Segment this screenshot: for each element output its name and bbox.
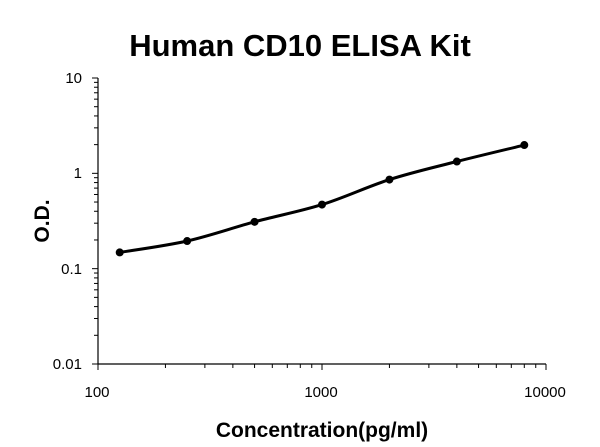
x-tick-label: 1000 (304, 384, 337, 401)
y-axis-title: O.D. (31, 199, 54, 242)
fit-curve (119, 143, 525, 254)
data-point (385, 175, 394, 184)
data-points (115, 141, 529, 257)
chart-title: Human CD10 ELISA Kit (129, 28, 471, 63)
x-tick-label: 10000 (524, 384, 566, 401)
x-tick-label: 100 (84, 384, 109, 401)
y-tick-label: 10 (65, 70, 82, 87)
data-point (452, 157, 461, 166)
y-tick-label: 0.1 (61, 261, 82, 278)
x-axis-title: Concentration(pg/ml) (216, 419, 428, 442)
y-tick-label: 1 (74, 165, 82, 182)
axis-ticks (92, 77, 547, 370)
x-tick-labels: 100 1000 10000 (84, 384, 565, 401)
y-tick-labels: 0.01 0.1 1 10 (53, 70, 82, 373)
data-point (250, 217, 259, 226)
y-tick-label: 0.01 (53, 356, 82, 373)
data-point (183, 237, 192, 246)
data-point (318, 200, 326, 209)
data-point (115, 248, 124, 257)
data-point (520, 141, 529, 150)
